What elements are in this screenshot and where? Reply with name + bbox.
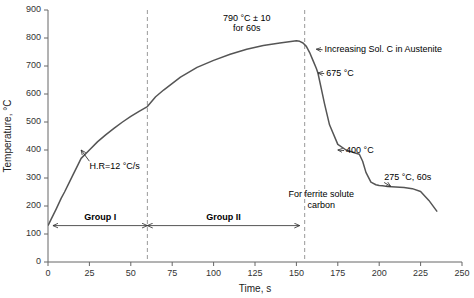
x-tick <box>130 262 131 266</box>
x-tick-label: 175 <box>330 268 345 278</box>
y-tick <box>44 178 48 179</box>
annotation-text: Increasing Sol. C in Austenite <box>325 44 443 54</box>
reference-line <box>304 10 305 262</box>
y-tick <box>44 206 48 207</box>
y-tick <box>44 66 48 67</box>
annotation-text: 400 °C <box>346 145 374 155</box>
x-tick-label: 50 <box>126 268 136 278</box>
x-tick-label: 25 <box>84 268 94 278</box>
annotation-text: Group I <box>84 212 116 222</box>
annotation-text: 275 °C, 60s <box>384 172 432 182</box>
annotation-arrow <box>384 182 391 186</box>
annotations: 790 °C ± 10for 60s H.R=12 °C/s Increasing … <box>53 13 442 226</box>
annotation-text: Group II <box>206 212 241 222</box>
x-tick-label: 150 <box>289 268 304 278</box>
span-arrow <box>53 225 147 226</box>
x-tick <box>213 262 214 266</box>
x-tick-label: 0 <box>45 268 50 278</box>
x-tick <box>48 262 49 266</box>
x-tick-label: 200 <box>372 268 387 278</box>
reference-line <box>147 10 148 262</box>
y-tick <box>44 234 48 235</box>
y-tick-label: 900 <box>26 4 41 14</box>
y-tick-label: 200 <box>26 200 41 210</box>
y-axis-label: Temperature, °C <box>2 100 13 173</box>
annotation-arrow <box>338 150 344 152</box>
x-tick-label: 250 <box>454 268 469 278</box>
annotation-text: H.R=12 °C/s <box>89 161 140 171</box>
x-tick-label: 75 <box>167 268 177 278</box>
y-tick <box>44 262 48 263</box>
annotation-arrow <box>318 73 324 75</box>
y-tick-label: 600 <box>26 88 41 98</box>
x-tick <box>296 262 297 266</box>
annotation-arrow <box>81 150 89 161</box>
span-arrow <box>147 225 299 226</box>
y-tick-label: 300 <box>26 172 41 182</box>
x-tick-label: 225 <box>413 268 428 278</box>
y-tick-label: 400 <box>26 144 41 154</box>
annotation-text: 675 °C <box>326 68 354 78</box>
y-tick-label: 0 <box>36 256 41 266</box>
axes: 0 100 200 300 400 500 600 700 800 900 0 25 50 75 100 12… <box>26 4 470 278</box>
x-tick <box>89 262 90 266</box>
x-axis-label: Time, s <box>239 283 271 294</box>
y-tick <box>44 122 48 123</box>
x-axis-line <box>48 262 462 263</box>
x-tick <box>255 262 256 266</box>
y-tick <box>44 94 48 95</box>
y-tick-label: 700 <box>26 60 41 70</box>
temperature-curve <box>48 41 437 226</box>
x-tick <box>337 262 338 266</box>
x-tick-label: 100 <box>206 268 221 278</box>
x-tick <box>420 262 421 266</box>
y-tick-label: 500 <box>26 116 41 126</box>
x-tick <box>172 262 173 266</box>
y-tick <box>44 38 48 39</box>
y-tick <box>44 10 48 11</box>
y-tick-label: 800 <box>26 32 41 42</box>
y-tick <box>44 150 48 151</box>
y-tick-label: 100 <box>26 228 41 238</box>
x-tick <box>379 262 380 266</box>
annotation-text: 790 °C ± 10for 60s <box>223 13 271 33</box>
x-tick <box>462 262 463 266</box>
annotation-text: For ferrite solutecarbon <box>288 189 354 209</box>
x-tick-label: 125 <box>247 268 262 278</box>
chart: 0 100 200 300 400 500 600 700 800 900 0 25 50 75 100 12… <box>0 0 474 298</box>
annotation-arrow <box>316 49 322 51</box>
